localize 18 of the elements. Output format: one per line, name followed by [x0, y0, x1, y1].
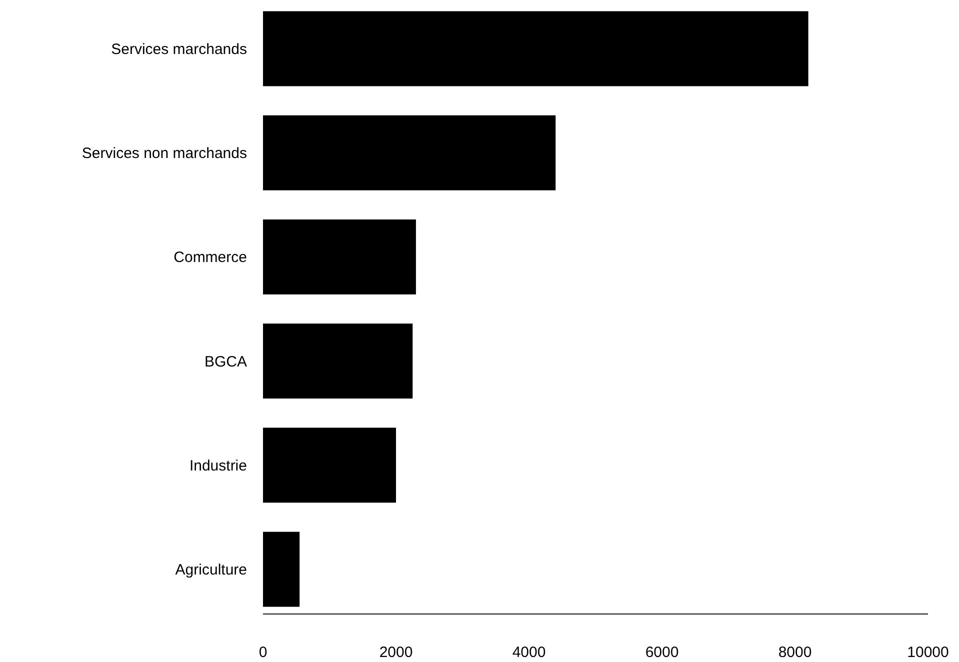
x-tick-label: 4000	[512, 644, 546, 661]
x-tick-label: 8000	[778, 644, 812, 661]
y-tick-label: Commerce	[174, 249, 247, 266]
bar	[263, 219, 416, 294]
x-tick-label: 2000	[379, 644, 413, 661]
bar	[263, 115, 556, 190]
x-tick-label: 10000	[907, 644, 949, 661]
y-tick-label: Industrie	[189, 457, 247, 474]
x-tick-label: 6000	[645, 644, 679, 661]
y-tick-label: BGCA	[204, 353, 247, 370]
bar	[263, 11, 808, 86]
y-tick-label: Services non marchands	[82, 145, 247, 162]
y-tick-label: Agriculture	[175, 562, 247, 579]
bar	[263, 532, 300, 607]
bar	[263, 324, 413, 399]
y-tick-label: Services marchands	[111, 40, 247, 58]
bar	[263, 428, 396, 503]
x-tick-label: 0	[258, 644, 268, 661]
